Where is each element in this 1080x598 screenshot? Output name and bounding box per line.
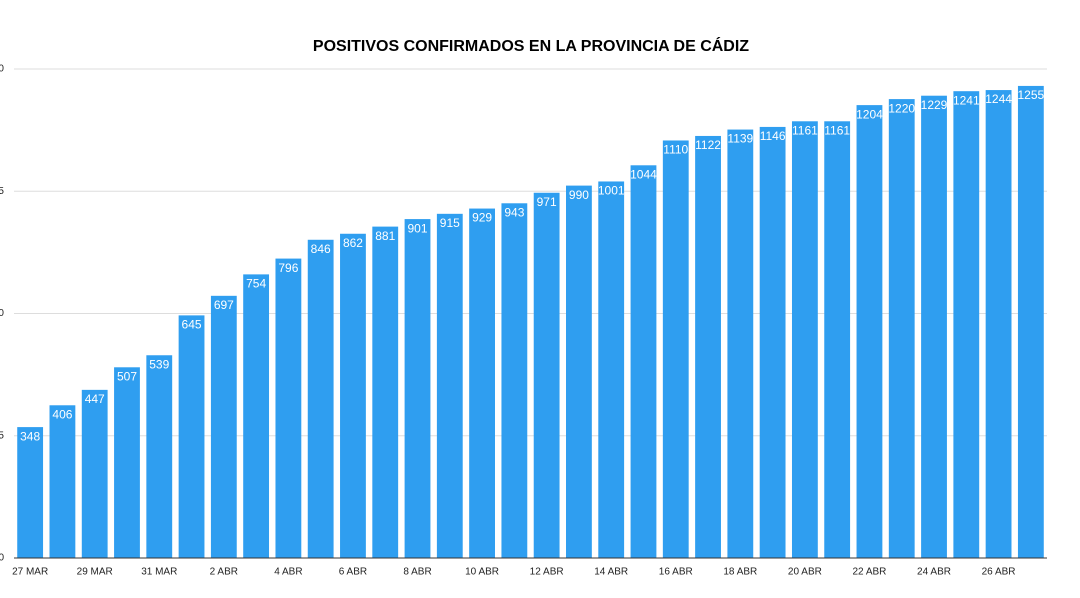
- x-tick-label: 8 ABR: [403, 567, 431, 578]
- bar: [953, 91, 980, 558]
- value-label: 1001: [598, 184, 625, 198]
- bar: [469, 208, 495, 558]
- bar: [856, 105, 883, 558]
- bar: [888, 99, 915, 558]
- bar: [921, 95, 947, 559]
- x-tick-label: 18 ABR: [723, 567, 757, 578]
- bar: [727, 129, 754, 558]
- value-label: 1204: [856, 107, 883, 121]
- bar: [598, 181, 625, 558]
- value-label: 507: [117, 369, 137, 383]
- bar: [630, 165, 657, 558]
- y-tick-label: 0: [0, 553, 4, 564]
- value-label: 447: [85, 392, 105, 406]
- value-label: 881: [375, 229, 395, 243]
- bar: [178, 315, 205, 558]
- value-label: 1255: [1018, 88, 1045, 102]
- bar: [81, 389, 108, 558]
- value-label: 645: [182, 318, 202, 332]
- x-tick-label: 2 ABR: [210, 567, 238, 578]
- value-label: 796: [278, 261, 298, 275]
- value-label: 1241: [953, 93, 980, 107]
- y-tick-label: 650: [0, 308, 4, 319]
- bar: [146, 355, 173, 558]
- value-label: 915: [440, 216, 460, 230]
- x-tick-label: 12 ABR: [530, 567, 564, 578]
- value-label: 1161: [824, 123, 850, 137]
- value-label: 1220: [888, 101, 915, 115]
- x-tick-label: 6 ABR: [339, 567, 367, 578]
- bar: [662, 140, 689, 558]
- value-label: 943: [504, 205, 524, 219]
- x-tick-label: 10 ABR: [465, 567, 499, 578]
- value-label: 539: [149, 357, 169, 371]
- value-label: 846: [311, 242, 331, 256]
- value-label: 348: [20, 429, 40, 443]
- value-label: 697: [214, 298, 234, 312]
- value-label: 971: [537, 195, 557, 209]
- bar: [114, 367, 140, 558]
- value-label: 1044: [630, 167, 657, 181]
- value-label: 754: [246, 277, 266, 291]
- bar: [404, 219, 431, 558]
- value-label: 901: [408, 221, 428, 235]
- bar: [275, 258, 302, 558]
- bar: [824, 121, 851, 558]
- bar: [49, 405, 76, 558]
- bar: [340, 233, 366, 559]
- value-label: 1146: [760, 129, 786, 143]
- bar: [985, 90, 1012, 559]
- x-tick-label: 22 ABR: [852, 567, 886, 578]
- value-label: 862: [343, 236, 363, 250]
- bar: [1017, 85, 1044, 558]
- x-tick-label: 26 ABR: [982, 567, 1016, 578]
- value-label: 1244: [985, 92, 1012, 106]
- bar: [307, 239, 334, 558]
- bar: [791, 121, 818, 558]
- y-tick-label: 975: [0, 186, 4, 197]
- value-label: 1161: [792, 123, 818, 137]
- value-label: 1229: [921, 98, 948, 112]
- bar: [759, 126, 786, 559]
- x-tick-label: 20 ABR: [788, 567, 822, 578]
- x-tick-label: 27 MAR: [12, 567, 48, 578]
- bar: [566, 185, 592, 558]
- bar: [243, 274, 270, 558]
- bar: [436, 213, 463, 559]
- value-label: 1122: [695, 138, 721, 152]
- x-tick-label: 4 ABR: [274, 567, 302, 578]
- bar: [501, 203, 528, 558]
- x-tick-label: 29 MAR: [77, 567, 113, 578]
- value-label: 1139: [727, 132, 753, 146]
- y-tick-label: 325: [0, 430, 4, 441]
- x-tick-label: 24 ABR: [917, 567, 951, 578]
- bar: [695, 135, 721, 558]
- bar: [17, 427, 44, 558]
- chart-title: POSITIVOS CONFIRMADOS EN LA PROVINCIA DE…: [313, 36, 749, 55]
- bar: [210, 295, 237, 558]
- bar: [372, 226, 399, 558]
- x-tick-label: 14 ABR: [594, 567, 628, 578]
- value-label: 406: [52, 407, 72, 421]
- value-label: 990: [569, 188, 589, 202]
- value-label: 929: [472, 211, 492, 225]
- x-tick-label: 16 ABR: [659, 567, 693, 578]
- value-label: 1110: [663, 143, 688, 157]
- bar: [533, 192, 560, 558]
- y-tick-label: 1300: [0, 64, 4, 75]
- x-tick-label: 31 MAR: [141, 567, 177, 578]
